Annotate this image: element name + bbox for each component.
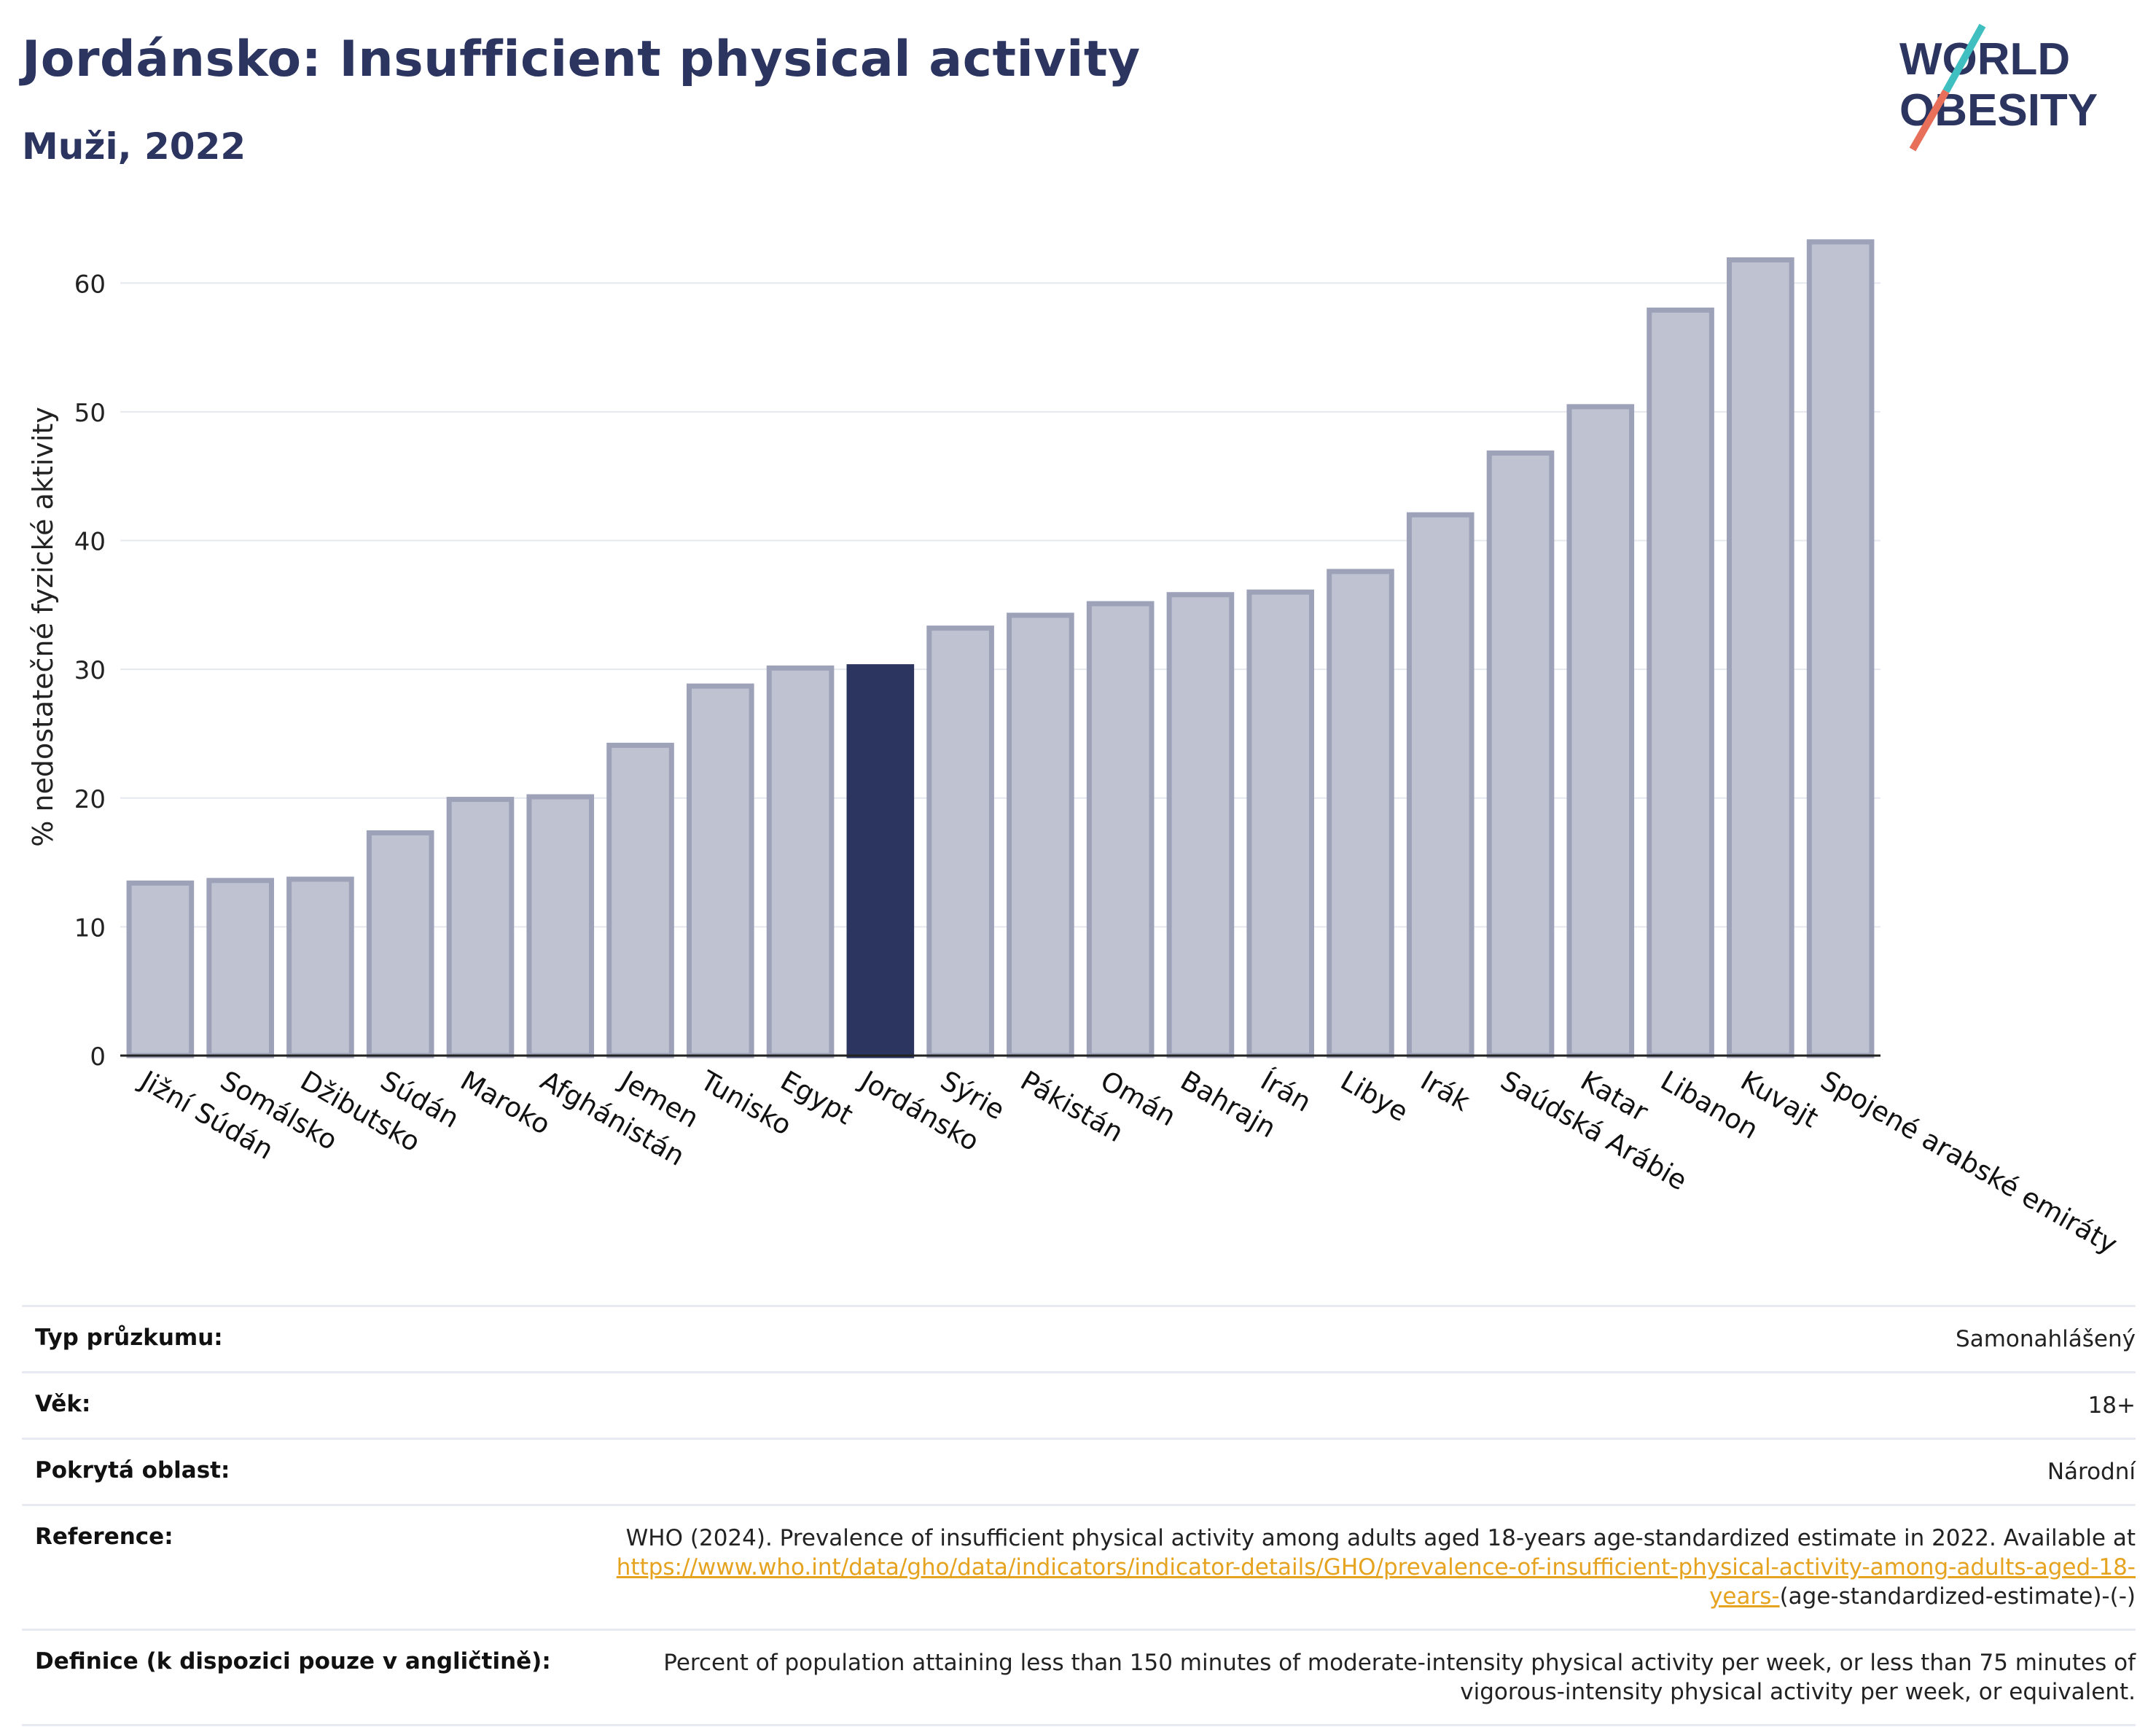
meta-value: Národní: [2047, 1459, 2136, 1485]
meta-value: 18+: [2087, 1392, 2136, 1419]
svg-text:WORLD: WORLD: [1899, 34, 2070, 85]
bar[interactable]: [446, 797, 515, 1058]
bar[interactable]: [1486, 450, 1555, 1058]
y-tick-label: 60: [74, 270, 106, 299]
x-tick-label: Libye: [1335, 1065, 1413, 1128]
meta-value: Percent of population attaining less tha…: [663, 1650, 2136, 1705]
bar[interactable]: [206, 878, 274, 1058]
y-tick-label: 50: [74, 399, 106, 428]
bar-highlighted[interactable]: [846, 664, 915, 1058]
page-subtitle: Muži, 2022: [22, 125, 246, 168]
y-tick-label: 10: [74, 913, 106, 943]
bar[interactable]: [1246, 589, 1315, 1058]
meta-label: Věk:: [35, 1391, 91, 1417]
reference-link[interactable]: https://www.who.int/data/gho/data/indica…: [616, 1554, 2136, 1610]
y-tick-label: 20: [74, 785, 106, 814]
meta-value: Samonahlášený: [1956, 1326, 2136, 1352]
y-tick-label: 0: [90, 1042, 106, 1072]
meta-row-coverage: Pokrytá oblast: Národní: [22, 1438, 2136, 1504]
meta-row-survey-type: Typ průzkumu: Samonahlášený: [22, 1305, 2136, 1371]
bar[interactable]: [1806, 239, 1875, 1058]
x-tick-label: Spojené arabské emiráty: [1816, 1065, 2123, 1260]
bar[interactable]: [1327, 569, 1394, 1058]
bar[interactable]: [766, 665, 835, 1058]
x-tick-label: Irák: [1415, 1065, 1476, 1118]
bar[interactable]: [1007, 612, 1074, 1058]
meta-row-reference: Reference: WHO (2024). Prevalence of ins…: [22, 1504, 2136, 1629]
bar[interactable]: [366, 830, 434, 1058]
bar[interactable]: [1086, 601, 1155, 1058]
y-tick-label: 30: [74, 656, 106, 685]
bar[interactable]: [1647, 307, 1714, 1058]
bar[interactable]: [1166, 592, 1235, 1058]
meta-label: Pokrytá oblast:: [35, 1457, 230, 1483]
y-axis-label: % nedostatečné fyzické aktivity: [27, 407, 59, 847]
bar[interactable]: [286, 876, 354, 1058]
meta-label: Typ průzkumu:: [35, 1325, 223, 1351]
bar[interactable]: [1566, 404, 1635, 1058]
reference-text-suffix: (age-standardized-estimate)-(-): [1779, 1583, 2136, 1610]
reference-text: WHO (2024). Prevalence of insufficient p…: [625, 1525, 2136, 1551]
bar[interactable]: [1406, 512, 1475, 1058]
x-tick-label: Maroko: [455, 1065, 555, 1141]
y-tick-label: 40: [74, 528, 106, 557]
bar[interactable]: [526, 794, 595, 1058]
x-tick-label: Tunisko: [695, 1064, 797, 1142]
bar[interactable]: [126, 880, 195, 1058]
metadata-table: Typ průzkumu: Samonahlášený Věk: 18+ Pok…: [22, 1305, 2136, 1726]
bar[interactable]: [606, 742, 674, 1058]
meta-row-definition: Definice (k dispozici pouze v angličtině…: [22, 1629, 2136, 1726]
meta-label: Definice (k dispozici pouze v angličtině…: [35, 1648, 551, 1674]
meta-row-age: Věk: 18+: [22, 1371, 2136, 1438]
page-title: Jordánsko: Insufficient physical activit…: [22, 31, 1141, 88]
meta-label: Reference:: [35, 1524, 173, 1550]
world-obesity-logo: WORLD OBESITY: [1899, 23, 2098, 152]
bar[interactable]: [1727, 257, 1794, 1058]
bar[interactable]: [686, 683, 754, 1058]
meta-value: WHO (2024). Prevalence of insufficient p…: [569, 1524, 2136, 1611]
bar[interactable]: [926, 625, 994, 1058]
